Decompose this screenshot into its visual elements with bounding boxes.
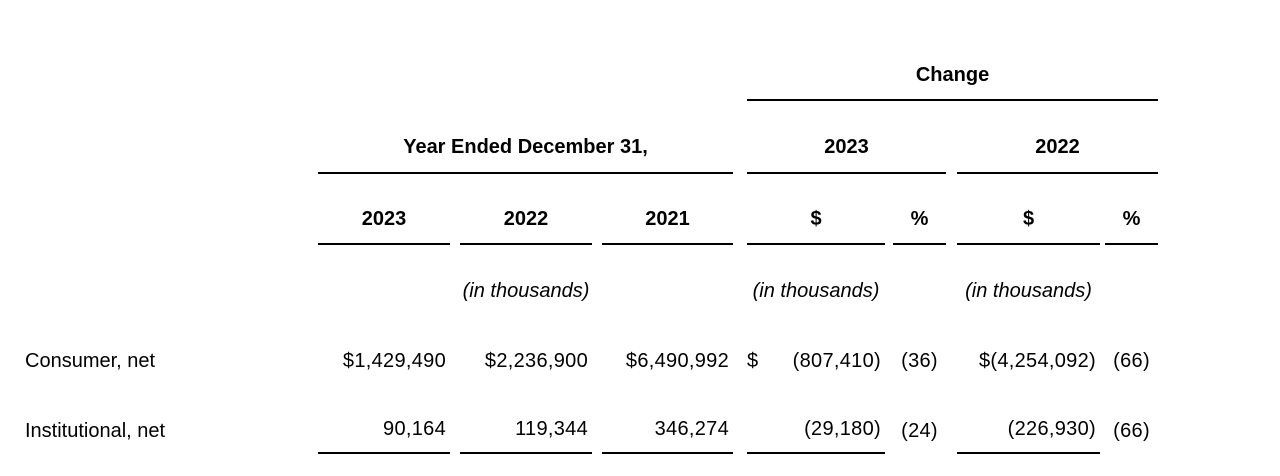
cell-change-2023-dollar: $ (807,410) (747, 313, 885, 388)
cell-change-2022-percent: (66) (1105, 454, 1158, 476)
spacer-cell (733, 388, 747, 454)
row-label: Consumer, net (25, 350, 156, 372)
cell-2022: $2,236,900 (484, 350, 588, 372)
spacer-cell (946, 101, 957, 174)
cell-2023: $1,519,654 (318, 454, 450, 476)
spacer-cell (602, 245, 733, 313)
table-row-institutional-net: Institutional, net 90,164 119,344 346,27… (25, 388, 1158, 454)
spacer-cell (733, 454, 747, 476)
row-label: Institutional, net (25, 420, 166, 442)
spacer-cell (25, 174, 318, 245)
spacer-cell (885, 313, 893, 388)
cell-change-2022-percent: (66) (1113, 420, 1150, 442)
transaction-revenue-table: Change Year Ended December 31, 2023 2022… (25, 45, 1159, 476)
spacer-cell (310, 454, 318, 476)
row-label: Total transaction revenue (25, 454, 310, 476)
spacer-cell (450, 388, 460, 454)
col-header-change-2022-percent: % (1105, 174, 1159, 245)
spacer-cell (733, 101, 747, 174)
table-row-consumer-net: Consumer, net $1,429,490 $2,236,900 $6,4… (25, 313, 1158, 388)
spacer-cell (592, 174, 602, 245)
spacer-cell (592, 388, 602, 454)
cell-change-2022-dollar: $(4,254,092) (978, 350, 1096, 372)
column-header-row: 2023 2022 2021 $ % $ % (25, 174, 1159, 245)
spacer-cell (25, 245, 318, 313)
spacer-cell (592, 313, 602, 388)
col-header-2023: 2023 (318, 174, 450, 245)
in-thousands-row: (in thousands) (in thousands) (in thousa… (25, 245, 1158, 313)
spacer-cell (318, 245, 450, 313)
spacer-cell (885, 454, 893, 476)
cell-change-2022-dollar: $(4,481,022) (957, 454, 1100, 476)
spacer-cell (733, 313, 747, 388)
cell-change-2023-percent: (36) (901, 350, 938, 372)
change-2022-group-header: 2022 (957, 101, 1159, 174)
cell-change-2023-percent: (24) (901, 420, 938, 442)
change-group-row: Change (25, 45, 1159, 101)
spacer-cell (946, 174, 957, 245)
spacer-cell (893, 245, 946, 313)
spacer-cell (310, 388, 318, 454)
spacer-cell (450, 245, 460, 313)
col-header-2021: 2021 (602, 174, 733, 245)
in-thousands-note-change-2023: (in thousands) (752, 280, 880, 302)
cell-change-2023-dollar: $ (836,590) (747, 454, 885, 476)
spacer-cell (946, 313, 957, 388)
col-header-change-2023-percent: % (893, 174, 946, 245)
dollar-sign: $ (747, 350, 759, 372)
spacer-cell (733, 174, 747, 245)
cell-2023: $1,429,490 (342, 350, 446, 372)
col-header-change-2022-dollar: $ (957, 174, 1100, 245)
table-row-total-transaction-revenue: Total transaction revenue $1,519,654 $2,… (25, 454, 1158, 476)
cell-2022: 119,344 (460, 388, 592, 454)
col-header-change-2023-dollar: $ (747, 174, 885, 245)
spacer-cell (450, 454, 460, 476)
spacer-cell (450, 174, 460, 245)
spacer-cell (25, 45, 747, 101)
spacer-cell (946, 388, 957, 454)
spacer-cell (1105, 245, 1158, 313)
col-header-2022: 2022 (460, 174, 592, 245)
cell-2021: 346,274 (602, 388, 733, 454)
cell-2021: $6,490,992 (625, 350, 729, 372)
spacer-cell (733, 245, 747, 313)
cell-change-2023-percent: (36) (893, 454, 946, 476)
spacer-cell (450, 313, 460, 388)
spacer-cell (885, 174, 893, 245)
cell-change-2022-dollar: (226,930) (957, 388, 1100, 454)
cell-change-2022-percent: (66) (1113, 350, 1150, 372)
spacer-cell (885, 245, 893, 313)
spacer-cell (592, 454, 602, 476)
change-amount: (29,180) (804, 418, 881, 440)
spacer-cell (310, 313, 318, 388)
change-amount: (807,410) (792, 350, 881, 372)
spacer-cell (25, 101, 318, 174)
cell-change-2023-dollar: (29,180) (747, 388, 885, 454)
change-2023-group-header: 2023 (747, 101, 946, 174)
spacer-cell (592, 245, 602, 313)
in-thousands-note-years: (in thousands) (462, 280, 590, 302)
spacer-cell (946, 454, 957, 476)
change-group-header: Change (747, 45, 1159, 101)
cell-2021: $6,837,266 (602, 454, 733, 476)
spacer-cell (885, 388, 893, 454)
cell-2023: 90,164 (318, 388, 450, 454)
year-ended-group-header: Year Ended December 31, (318, 101, 733, 174)
in-thousands-note-change-2022: (in thousands) (965, 280, 1092, 302)
spacer-cell (946, 245, 957, 313)
cell-2022: $2,356,244 (460, 454, 592, 476)
period-group-row: Year Ended December 31, 2023 2022 (25, 101, 1159, 174)
